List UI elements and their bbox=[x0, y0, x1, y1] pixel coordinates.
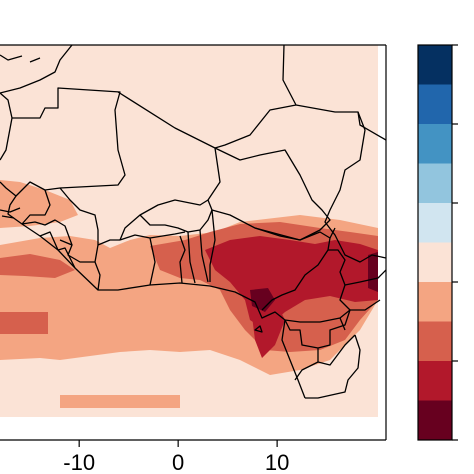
colorbar-swatch bbox=[418, 400, 452, 441]
x-tick-label: -10 bbox=[63, 450, 95, 474]
field-darkred-south bbox=[250, 300, 285, 358]
coast-islands bbox=[0, 54, 41, 219]
border-guinea bbox=[21, 187, 99, 246]
x-axis-labels: -10 0 10 bbox=[63, 450, 289, 474]
border-algeria-niger bbox=[117, 91, 221, 241]
bioko-island bbox=[254, 325, 263, 333]
border-mauritania-mali bbox=[0, 45, 126, 197]
border-libya-chad bbox=[214, 45, 386, 149]
colorbar-swatch bbox=[418, 84, 452, 125]
colorbar-frame bbox=[417, 44, 453, 441]
anomaly-field bbox=[0, 45, 386, 440]
colorbar-swatch bbox=[418, 361, 452, 401]
colorbar-swatch bbox=[418, 163, 452, 204]
colorbar-swatch bbox=[418, 242, 452, 283]
field-bottom bbox=[0, 417, 386, 440]
x-tick-label: 10 bbox=[265, 450, 289, 474]
field-salmon-south bbox=[60, 395, 180, 408]
x-tick-label: 0 bbox=[172, 450, 184, 474]
border-drc bbox=[305, 334, 361, 399]
border-ghana bbox=[149, 231, 186, 286]
field-margin bbox=[378, 45, 386, 440]
border-gabon-congo bbox=[284, 309, 356, 381]
border-car bbox=[344, 269, 386, 311]
border-niger bbox=[207, 147, 331, 241]
border-burkina bbox=[119, 209, 213, 241]
country-borders bbox=[0, 45, 386, 399]
field-red-ocean bbox=[0, 312, 48, 334]
x-axis-ticks bbox=[78, 440, 278, 447]
colorbar-swatch bbox=[418, 124, 452, 164]
border-benin-togo bbox=[179, 229, 209, 284]
field-darkest-east bbox=[368, 252, 378, 292]
field-darkred-core bbox=[205, 236, 378, 330]
colorbar-swatch bbox=[418, 45, 452, 85]
map-frame bbox=[0, 44, 387, 441]
colorbar-swatch bbox=[418, 203, 452, 243]
border-nigeria bbox=[209, 209, 331, 311]
colorbar-swatch bbox=[418, 282, 452, 322]
field-red-west bbox=[0, 254, 75, 278]
border-cameroon bbox=[284, 227, 351, 323]
colorbar-swatch bbox=[418, 321, 452, 362]
colorbar bbox=[417, 44, 458, 441]
border-liberia-sierra bbox=[39, 231, 76, 269]
border-chad bbox=[324, 111, 386, 263]
